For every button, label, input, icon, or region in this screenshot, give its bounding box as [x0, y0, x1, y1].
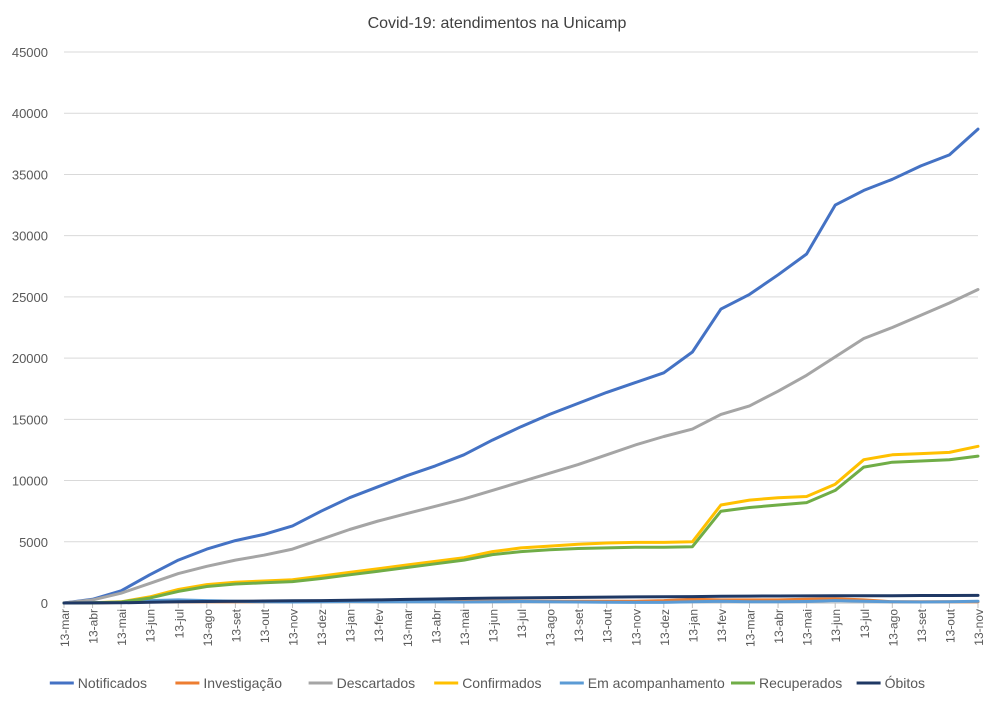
x-tick-label: 13-ago [544, 609, 558, 647]
y-tick-label: 45000 [12, 45, 48, 60]
x-tick-label: 13-jul [515, 609, 529, 638]
x-tick-label: 13-jul [858, 609, 872, 638]
y-tick-label: 25000 [12, 290, 48, 305]
x-tick-label: 13-dez [658, 609, 672, 646]
x-tick-label: 13-jan [344, 609, 358, 642]
x-tick-label: 13-mai [115, 609, 129, 646]
y-tick-label: 35000 [12, 167, 48, 182]
x-tick-label: 13-out [258, 608, 272, 643]
x-tick-label: 13-set [229, 608, 243, 642]
x-tick-label: 13-jun [144, 609, 158, 642]
y-axis-ticks: 0 5000 10000 15000 20000 25000 30000 35000 40000… [12, 45, 48, 611]
series-lines [62, 127, 980, 605]
x-tick-label: 13-nov [629, 609, 643, 646]
legend-label: Investigação [203, 675, 282, 691]
x-tick-label: 13-mai [801, 609, 815, 646]
x-tick-label: 13-mar [401, 609, 415, 647]
x-tick-label: 13-abr [429, 609, 443, 644]
y-tick-label: 0 [41, 596, 48, 611]
legend-label: Descartados [337, 675, 416, 691]
x-tick-label: 13-jun [829, 609, 843, 642]
y-tick-label: 15000 [12, 412, 48, 427]
x-axis-ticks: 13-mar 13-abr 13-mai 13-jun 13-jul 13-ago 13-s… [58, 602, 986, 647]
x-tick-label: 13-set [915, 608, 929, 642]
legend-label: Em acompanhamento [588, 675, 725, 691]
legend-label: Recuperados [759, 675, 842, 691]
x-tick-label: 13-jan [686, 609, 700, 642]
legend: Notificados Investigação Descartados Confir… [49, 675, 925, 691]
x-tick-label: 13-fev [372, 609, 386, 642]
x-tick-label: 13-mai [458, 609, 472, 646]
y-tick-label: 40000 [12, 106, 48, 121]
x-tick-label: 13-fev [715, 609, 729, 642]
x-tick-label: 13-ago [886, 609, 900, 647]
y-tick-label: 30000 [12, 229, 48, 244]
series-line-recuperados [62, 454, 980, 605]
y-tick-label: 20000 [12, 351, 48, 366]
x-tick-label: 13-out [943, 608, 957, 643]
x-tick-label: 13-mar [58, 609, 72, 647]
x-tick-label: 13-abr [772, 609, 786, 644]
x-tick-label: 13-jun [486, 609, 500, 642]
chart-title: Covid-19: atendimentos na Unicamp [368, 15, 627, 32]
x-tick-label: 13-jul [172, 609, 186, 638]
series-line-obitos [62, 593, 980, 605]
y-tick-label: 10000 [12, 474, 48, 489]
series-line-descartados [62, 288, 980, 605]
legend-label: Confirmados [462, 675, 541, 691]
x-tick-label: 13-ago [201, 609, 215, 647]
x-tick-label: 13-set [572, 608, 586, 642]
series-line-confirmados [62, 444, 980, 605]
legend-label: Óbitos [885, 675, 925, 691]
x-tick-label: 13-dez [315, 609, 329, 646]
x-tick-label: 13-nov [287, 609, 301, 646]
grid-lines [64, 51, 978, 604]
x-tick-label: 13-mar [744, 609, 758, 647]
x-tick-label: 13-abr [87, 609, 101, 644]
legend-label: Notificados [78, 675, 147, 691]
x-tick-label: 13-nov [972, 609, 986, 646]
x-tick-label: 13-out [601, 608, 615, 643]
y-tick-label: 5000 [19, 535, 48, 550]
series-line-notificados [62, 127, 980, 605]
